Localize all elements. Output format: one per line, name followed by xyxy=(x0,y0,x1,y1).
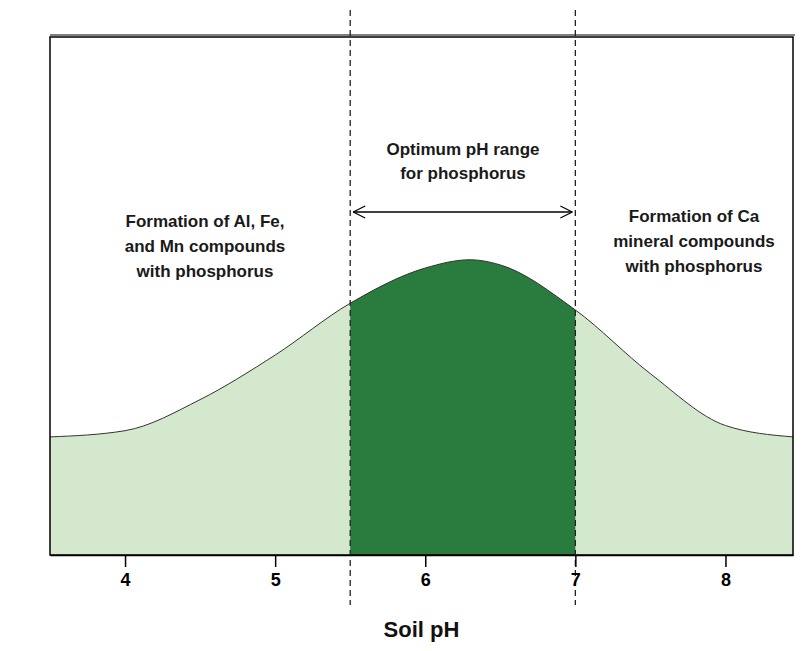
annotation-line: Formation of Al, Fe, xyxy=(126,212,285,231)
availability-curve xyxy=(50,260,793,437)
annotation: Formation of Al, Fe, and Mn compounds with… xyxy=(125,212,286,281)
arrow-head xyxy=(560,206,572,218)
x-tick-mark xyxy=(575,555,577,567)
optimum-arrow xyxy=(353,206,572,218)
annotation: Optimum pH range for phosphorus xyxy=(386,140,539,183)
chart: 4 5 6 7 8 Soil pH Formation of Al, Fe, and Mn c… xyxy=(0,0,806,651)
x-tick: 7 xyxy=(571,555,581,590)
annotation-line: for phosphorus xyxy=(400,164,526,183)
annotation-line: Optimum pH range xyxy=(386,140,539,159)
annotation-line: mineral compounds xyxy=(613,232,775,251)
arrow-head xyxy=(353,206,365,218)
x-tick: 8 xyxy=(721,555,731,590)
plot-area xyxy=(50,260,793,555)
x-tick-label: 6 xyxy=(421,570,431,590)
optimum-boundary xyxy=(575,10,576,605)
x-tick-mark xyxy=(725,555,727,567)
x-tick-mark xyxy=(425,555,427,567)
annotation-line: Formation of Ca xyxy=(629,207,760,226)
annotation-line: with phosphorus xyxy=(136,262,274,281)
optimum-area xyxy=(350,260,575,555)
x-tick-label: 7 xyxy=(571,570,581,590)
annotation: Formation of Ca mineral compounds with pho… xyxy=(613,207,775,276)
x-axis-line xyxy=(51,555,794,557)
availability-area xyxy=(50,260,793,555)
x-tick-label: 5 xyxy=(271,570,281,590)
x-tick-mark xyxy=(125,555,127,567)
annotation-line: with phosphorus xyxy=(625,257,763,276)
x-tick: 4 xyxy=(121,555,131,590)
x-tick-label: 4 xyxy=(121,570,131,590)
x-axis: 4 5 6 7 8 xyxy=(51,555,794,590)
x-tick-label: 8 xyxy=(721,570,731,590)
optimum-group xyxy=(350,260,575,555)
x-axis-title: Soil pH xyxy=(384,617,460,642)
x-tick: 5 xyxy=(271,555,281,590)
x-tick-mark xyxy=(275,555,277,567)
frame-top xyxy=(50,35,795,36)
optimum-boundary xyxy=(350,10,351,605)
plot-frame xyxy=(50,37,793,555)
annotation-line: and Mn compounds xyxy=(125,237,286,256)
arrow-shaft xyxy=(353,211,572,212)
x-tick: 6 xyxy=(421,555,431,590)
